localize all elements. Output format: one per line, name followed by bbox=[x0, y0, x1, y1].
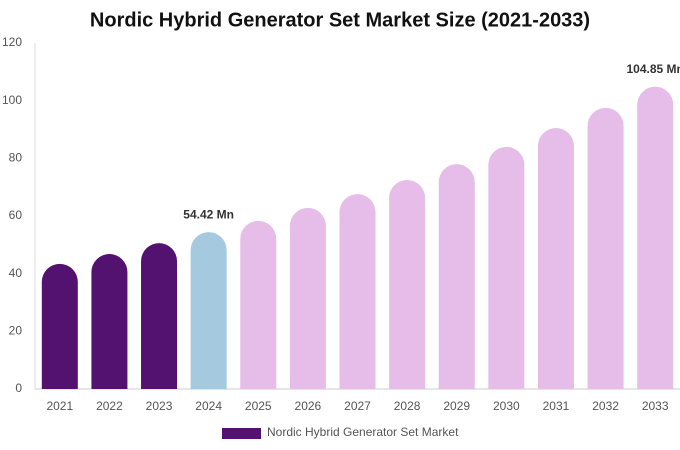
y-tick-label: 20 bbox=[9, 324, 23, 338]
bar bbox=[389, 179, 426, 389]
x-tick-label: 2024 bbox=[195, 399, 222, 413]
legend-label: Nordic Hybrid Generator Set Market bbox=[267, 425, 459, 439]
legend-swatch bbox=[222, 428, 261, 439]
x-tick-label: 2026 bbox=[295, 399, 322, 413]
bar bbox=[537, 128, 574, 389]
bar bbox=[488, 146, 525, 389]
bar bbox=[438, 164, 475, 389]
x-tick-label: 2032 bbox=[592, 399, 619, 413]
y-tick-label: 0 bbox=[15, 381, 22, 395]
y-tick-label: 80 bbox=[9, 151, 23, 165]
bar bbox=[339, 194, 376, 389]
x-tick-label: 2031 bbox=[543, 399, 570, 413]
x-tick-label: 2033 bbox=[642, 399, 669, 413]
value-label: 104.85 Mn bbox=[627, 62, 680, 76]
x-tick-label: 2021 bbox=[46, 399, 73, 413]
bar bbox=[41, 263, 78, 389]
bar bbox=[240, 220, 277, 389]
bar bbox=[587, 107, 624, 390]
y-tick-label: 100 bbox=[2, 93, 22, 107]
x-tick-label: 2025 bbox=[245, 399, 272, 413]
x-tick-label: 2030 bbox=[493, 399, 520, 413]
y-tick-label: 60 bbox=[9, 208, 23, 222]
x-tick-label: 2022 bbox=[96, 399, 123, 413]
chart-title: Nordic Hybrid Generator Set Market Size … bbox=[90, 9, 590, 31]
y-tick-label: 40 bbox=[9, 266, 23, 280]
bar bbox=[289, 207, 326, 389]
x-tick-label: 2028 bbox=[394, 399, 421, 413]
bar bbox=[141, 243, 178, 389]
x-tick-label: 2029 bbox=[443, 399, 470, 413]
bar bbox=[91, 254, 128, 389]
x-tick-label: 2027 bbox=[344, 399, 371, 413]
bar bbox=[190, 232, 227, 389]
y-tick-label: 120 bbox=[2, 35, 22, 49]
bar bbox=[637, 86, 674, 390]
value-label: 54.42 Mn bbox=[183, 207, 234, 221]
x-tick-label: 2023 bbox=[146, 399, 173, 413]
